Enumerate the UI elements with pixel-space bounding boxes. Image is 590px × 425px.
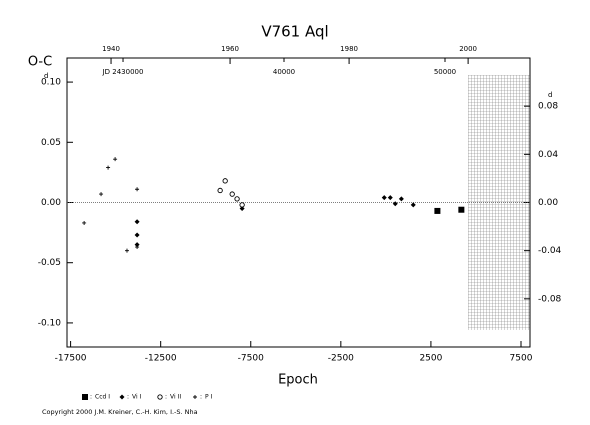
point: [113, 157, 118, 162]
point: [381, 195, 387, 201]
point: [82, 394, 88, 400]
legend-colon: :: [90, 394, 92, 401]
y2-tick-label: 0.00: [538, 198, 558, 208]
legend-colon: :: [200, 394, 202, 401]
jd-tick-label: 50000: [434, 68, 456, 76]
point: [392, 201, 398, 207]
point: [119, 394, 125, 400]
y-tick-label: 0.05: [41, 138, 61, 148]
point: [398, 196, 404, 202]
y2-tick-label: 0.08: [538, 102, 558, 112]
year-tick-label: 1980: [340, 45, 358, 53]
y-unit: d: [44, 72, 48, 80]
x-tick-label: -2500: [328, 354, 354, 364]
point: [387, 195, 393, 201]
legend-label: Vi I: [132, 394, 142, 401]
point: [134, 232, 140, 238]
x-tick-label: -12500: [145, 354, 177, 364]
legend-colon: :: [127, 394, 129, 401]
legend-label: Ccd I: [95, 394, 110, 401]
point: [239, 202, 245, 208]
point: [124, 248, 129, 253]
x-tick-label: 7500: [510, 354, 533, 364]
y-tick-label: 0.10: [41, 78, 61, 88]
point: [193, 395, 197, 399]
legend-label: Vi II: [170, 394, 181, 401]
point: [135, 245, 140, 250]
year-tick-label: 2000: [459, 45, 477, 53]
point: [239, 206, 245, 212]
point: [82, 220, 87, 225]
jd-tick-label: 40000: [273, 68, 295, 76]
point: [217, 187, 223, 194]
copyright: Copyright 2000 J.M. Kreiner, C.-H. Kim, …: [42, 408, 198, 416]
legend-colon: :: [165, 394, 167, 401]
x-tick-label: -17500: [55, 354, 87, 364]
point: [99, 192, 104, 197]
point: [106, 165, 111, 170]
point: [135, 187, 140, 192]
y2-unit: d: [548, 91, 552, 99]
point: [157, 394, 163, 400]
plot-frame: [66, 57, 531, 348]
year-tick-label: 1940: [102, 45, 120, 53]
point: [134, 242, 140, 248]
point: [410, 202, 416, 208]
y-tick-label: 0.00: [41, 198, 61, 208]
year-tick-label: 1960: [221, 45, 239, 53]
legend-label: P I: [205, 394, 213, 401]
x-tick-label: -7500: [238, 354, 264, 364]
chart-title: V761 Aql: [261, 23, 328, 41]
point: [222, 178, 228, 184]
x-tick-label: 2500: [419, 354, 442, 364]
y-tick-label: -0.05: [38, 258, 61, 268]
y-tick-label: -0.10: [38, 318, 62, 328]
point: [229, 191, 235, 197]
y2-tick-label: -0.04: [538, 246, 562, 256]
point: [234, 196, 240, 202]
y2-tick-label: 0.04: [538, 150, 558, 160]
y-axis-label: O-C: [28, 55, 52, 70]
y2-tick-label: -0.08: [538, 294, 562, 304]
point: [434, 207, 441, 214]
jd-tick-label: JD 2430000: [102, 68, 144, 76]
x-axis-label: Epoch: [278, 373, 318, 388]
point: [458, 206, 465, 213]
point: [134, 219, 140, 225]
